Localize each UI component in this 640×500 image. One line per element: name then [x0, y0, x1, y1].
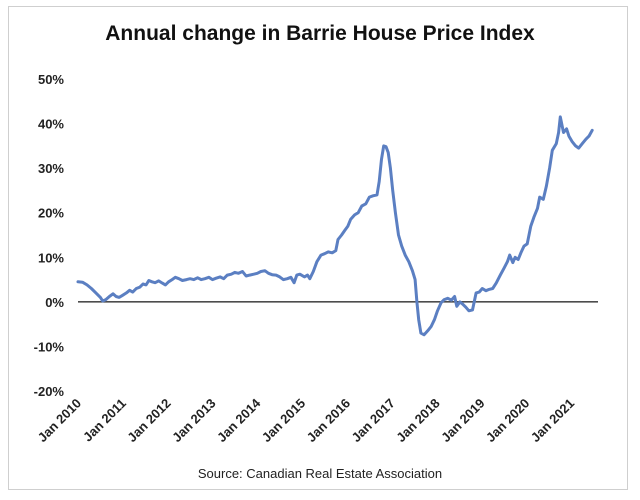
- y-tick-label: 0%: [45, 295, 64, 310]
- y-tick-label: 40%: [38, 117, 64, 132]
- source-note: Source: Canadian Real Estate Association: [197, 466, 443, 481]
- y-tick-label: -10%: [34, 339, 65, 354]
- x-tick-label: Jan 2018: [393, 396, 442, 445]
- y-tick-label: 10%: [38, 250, 64, 265]
- x-tick-label: Jan 2017: [348, 396, 397, 445]
- x-tick-label: Jan 2012: [124, 396, 173, 445]
- x-tick-label: Jan 2014: [214, 395, 264, 445]
- chart-title: Annual change in Barrie House Price Inde…: [105, 22, 535, 45]
- y-tick-label: 50%: [38, 72, 64, 87]
- x-tick-label: Jan 2010: [35, 396, 84, 445]
- x-tick-label: Jan 2021: [528, 396, 577, 445]
- x-tick-label: Jan 2020: [483, 396, 532, 445]
- y-tick-label: 30%: [38, 161, 64, 176]
- y-tick-label: 20%: [38, 206, 64, 221]
- y-axis-ticks: 50% 40% 30% 20% 10% 0% -10% -20%: [34, 72, 65, 399]
- x-tick-label: Jan 2013: [169, 396, 218, 445]
- series-line-annual-change: [76, 115, 594, 337]
- x-tick-label: Jan 2016: [304, 396, 353, 445]
- x-tick-label: Jan 2015: [259, 396, 308, 445]
- x-tick-label: Jan 2011: [80, 396, 129, 445]
- y-tick-label: -20%: [34, 384, 65, 399]
- x-tick-label: Jan 2019: [438, 396, 487, 445]
